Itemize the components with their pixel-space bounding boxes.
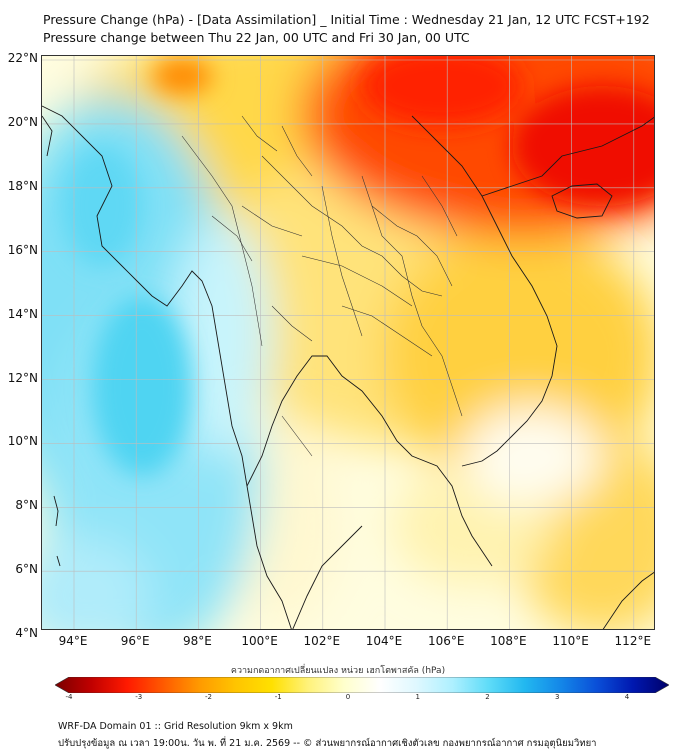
lon-label: 112°E: [614, 634, 652, 648]
map-subtitle: Pressure change between Thu 22 Jan, 00 U…: [43, 30, 470, 45]
colorbar-tick-label: 4: [624, 693, 630, 701]
lat-label: 10°N: [7, 434, 38, 449]
colorbar-tick-label: 2: [485, 693, 490, 701]
footer-model-info: WRF-DA Domain 01 :: Grid Resolution 9km …: [58, 721, 293, 732]
lon-label: 106°E: [427, 634, 465, 648]
lat-label: 4°N: [15, 626, 38, 641]
lon-label: 96°E: [120, 634, 150, 648]
colorbar-tick-label: -4: [65, 693, 73, 701]
colorbar-tick-label: -2: [205, 693, 212, 701]
lat-label: 18°N: [7, 178, 38, 193]
lon-label: 102°E: [303, 634, 341, 648]
colorbar-bar: [55, 677, 669, 693]
coastlines: [42, 105, 654, 629]
lat-label: 22°N: [7, 51, 38, 65]
province-borders: [181, 115, 463, 457]
lon-label: 98°E: [182, 634, 212, 648]
lat-label: 14°N: [7, 306, 38, 321]
colorbar-title: ความกดอากาศเปลี่ยนแปลง หน่วย เฮกโตพาสคัล…: [230, 666, 446, 676]
colorbar-tick-label: 0: [345, 693, 351, 701]
map-canvas: [42, 56, 654, 629]
lon-label: 104°E: [365, 634, 403, 648]
footer-credit: ปรับปรุงข้อมูล ณ เวลา 19:00น. วัน พ. ที่…: [58, 738, 597, 749]
colorbar: [55, 677, 669, 693]
lat-label: 16°N: [7, 242, 38, 257]
lon-label: 110°E: [552, 634, 589, 648]
colorbar-tick-label: -1: [274, 693, 282, 701]
lat-label: 12°N: [7, 370, 38, 385]
colorbar-tick-label: 1: [415, 693, 420, 701]
pressure-field-core: [62, 56, 654, 476]
map-title: Pressure Change (hPa) - [Data Assimilati…: [43, 12, 650, 27]
lat-label: 8°N: [15, 498, 38, 513]
graticule: [42, 56, 654, 629]
lat-label: 20°N: [7, 114, 38, 129]
lat-label: 6°N: [15, 562, 38, 577]
lon-label: 100°E: [241, 634, 278, 648]
lon-label: 94°E: [58, 634, 88, 648]
colorbar-tick-label: -3: [135, 693, 143, 701]
pressure-change-map: [41, 55, 655, 630]
lon-label: 108°E: [490, 634, 527, 648]
colorbar-tick-label: 3: [555, 693, 560, 701]
